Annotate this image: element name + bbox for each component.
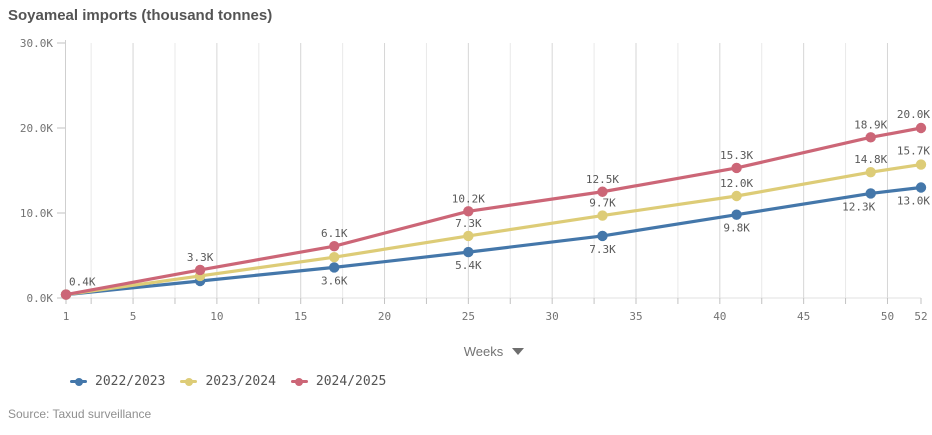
svg-text:12.3K: 12.3K [842, 200, 875, 213]
data-point [865, 188, 876, 199]
svg-text:9.7K: 9.7K [589, 197, 616, 210]
x-axis-title-row: Weeks [66, 344, 922, 359]
series-2024-2025[interactable] [60, 122, 927, 300]
svg-text:0.0K: 0.0K [27, 292, 54, 305]
data-point [597, 210, 608, 221]
svg-text:25: 25 [462, 310, 475, 323]
data-point [463, 230, 474, 242]
data-labels: 3.6K 5.4K 7.3K 9.8K 12.3K 13.0K 7.3K 9.7K 12.0K 1… [69, 108, 930, 289]
legend-label: 2023/2024 [205, 374, 276, 389]
y-axis: 0.0K 10.0K 20.0K 30.0K [20, 37, 66, 305]
svg-text:30.0K: 30.0K [20, 37, 53, 50]
data-point [731, 162, 742, 174]
data-point [329, 240, 340, 252]
svg-text:52: 52 [914, 310, 927, 323]
svg-text:1: 1 [63, 310, 70, 323]
svg-text:13.0K: 13.0K [897, 195, 930, 208]
svg-text:14.8K: 14.8K [854, 153, 887, 166]
svg-text:15.3K: 15.3K [720, 149, 753, 162]
svg-text:10.2K: 10.2K [452, 192, 485, 205]
legend: 2022/2023 2023/2024 2024/2025 [70, 374, 386, 389]
legend-item-2023-2024[interactable]: 2023/2024 [180, 374, 276, 389]
data-point [915, 182, 927, 193]
svg-text:12.0K: 12.0K [720, 177, 753, 190]
svg-text:10: 10 [210, 310, 223, 323]
svg-text:10.0K: 10.0K [20, 207, 53, 220]
svg-text:5: 5 [130, 310, 137, 323]
data-point [915, 159, 927, 170]
svg-text:20: 20 [378, 310, 391, 323]
svg-text:3.6K: 3.6K [321, 274, 348, 287]
svg-text:18.9K: 18.9K [854, 118, 887, 131]
svg-text:6.1K: 6.1K [321, 227, 348, 240]
svg-text:9.8K: 9.8K [723, 222, 750, 235]
legend-item-2024-2025[interactable]: 2024/2025 [290, 374, 387, 389]
legend-item-2022-2023[interactable]: 2022/2023 [70, 374, 165, 389]
svg-text:3.3K: 3.3K [187, 251, 214, 264]
data-point [463, 206, 474, 217]
legend-line-dot-icon [70, 377, 87, 387]
data-point [597, 230, 608, 242]
data-point [329, 252, 340, 263]
data-point [194, 264, 206, 276]
data-point [597, 186, 608, 197]
svg-text:7.3K: 7.3K [455, 217, 482, 230]
data-point [329, 262, 340, 273]
x-axis-dimension-selector[interactable]: Weeks [464, 344, 525, 359]
data-point [463, 246, 474, 258]
data-point [60, 289, 72, 300]
svg-text:0.4K: 0.4K [69, 276, 96, 289]
line-chart-plot[interactable]: 1 5 10 15 20 25 30 35 40 45 50 520.0K10.0K20.0K30.0… [0, 35, 932, 335]
svg-text:35: 35 [629, 310, 642, 323]
svg-text:7.3K: 7.3K [589, 243, 616, 256]
legend-label: 2022/2023 [95, 374, 166, 389]
data-point [865, 167, 876, 178]
data-point [731, 190, 742, 202]
chart-title: Soyameal imports (thousand tonnes) [8, 7, 273, 24]
svg-text:45: 45 [797, 310, 810, 323]
series-2022-2023[interactable] [60, 182, 927, 300]
svg-text:50: 50 [881, 310, 894, 323]
svg-text:5.4K: 5.4K [455, 259, 482, 272]
svg-text:20.0K: 20.0K [20, 122, 53, 135]
legend-line-dot-icon [290, 377, 308, 387]
data-point [731, 209, 742, 220]
svg-text:15.7K: 15.7K [897, 145, 930, 158]
x-axis-title: Weeks [463, 344, 504, 359]
x-axis: 1 5 10 15 20 25 30 35 40 45 50 52 [63, 297, 928, 323]
data-point [915, 122, 927, 134]
legend-line-dot-icon [180, 377, 198, 387]
legend-label: 2024/2025 [315, 374, 387, 389]
svg-text:12.5K: 12.5K [586, 173, 619, 186]
svg-text:15: 15 [294, 310, 307, 323]
gridlines [90, 43, 888, 298]
svg-text:20.0K: 20.0K [897, 108, 930, 121]
svg-text:40: 40 [713, 310, 726, 323]
source-note: Source: Taxud surveillance [8, 407, 152, 421]
data-point [865, 132, 876, 143]
svg-text:30: 30 [546, 310, 559, 323]
chevron-down-icon [512, 348, 525, 355]
series-2023-2024[interactable] [60, 159, 927, 300]
